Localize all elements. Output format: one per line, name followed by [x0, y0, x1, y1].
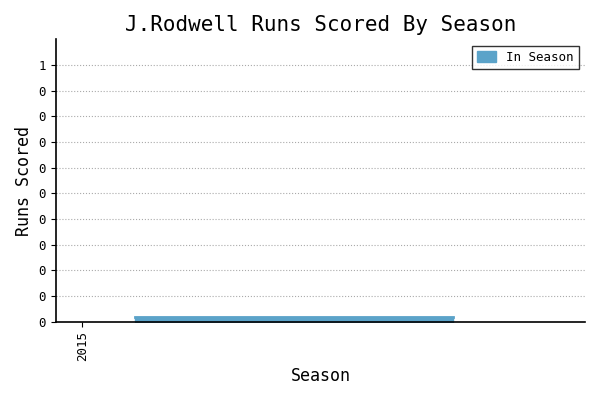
Legend: In Season: In Season: [473, 46, 579, 68]
Y-axis label: Runs Scored: Runs Scored: [15, 126, 33, 236]
Title: J.Rodwell Runs Scored By Season: J.Rodwell Runs Scored By Season: [125, 15, 516, 35]
X-axis label: Season: Season: [290, 367, 350, 385]
